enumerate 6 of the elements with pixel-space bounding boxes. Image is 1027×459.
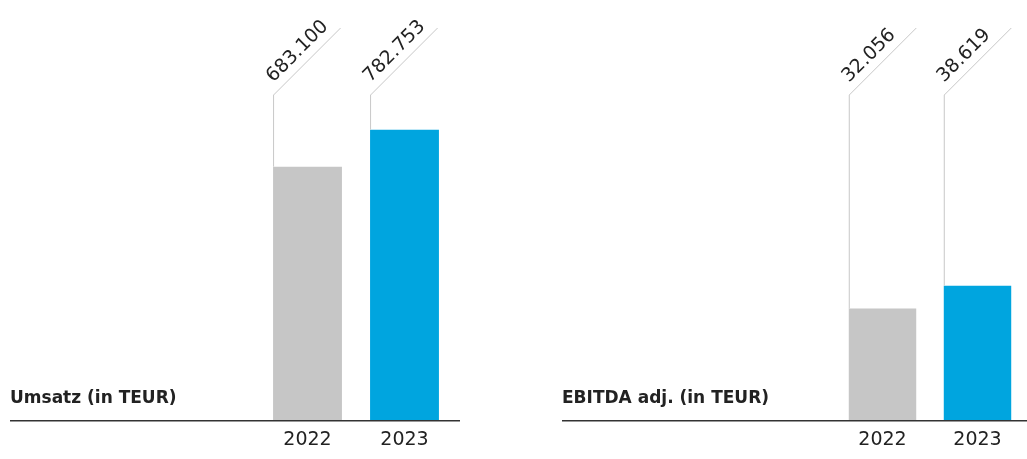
x-tick-label: 2022 [858, 426, 907, 449]
text: Umsatz (in TEUR) [10, 387, 177, 408]
text: EBITDA adj. (in TEUR) [562, 387, 770, 408]
x-tick-label: 2023 [953, 426, 1002, 449]
x-tick-label: 2022 [283, 426, 332, 449]
x-tick-label: 2023 [380, 426, 429, 449]
